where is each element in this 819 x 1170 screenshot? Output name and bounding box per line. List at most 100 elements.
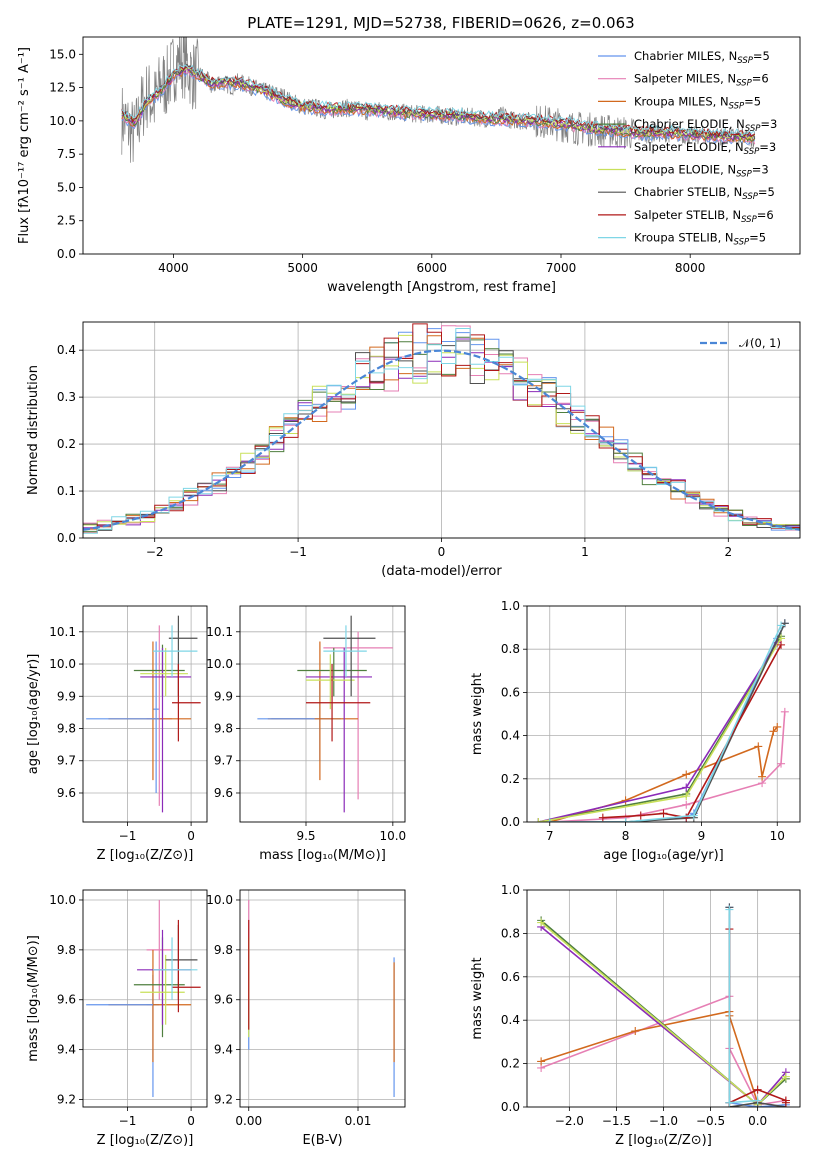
- legend-label-7: Salpeter STELIB, NSSP=6: [634, 208, 774, 225]
- weight_vs_age-marker-2-6: [773, 722, 782, 731]
- weight_vs_age-marker-2-4: [758, 772, 767, 781]
- weight_vs_Z-ytick-label-2: 0.4: [501, 1013, 520, 1027]
- weight_vs_age-marker-7-1: [636, 811, 645, 820]
- mass_vs_EBV-frame: [239, 889, 406, 1108]
- age_vs_Z-ytick-label-0: 9.6: [57, 786, 76, 800]
- age_vs_Z-ytick-label-2: 9.8: [57, 722, 76, 736]
- spectrum-xtick-label-3: 7000: [546, 261, 577, 275]
- figure-title: PLATE=1291, MJD=52738, FIBERID=0626, z=0…: [247, 14, 634, 32]
- weight_vs_age-marker-8-2: [689, 811, 698, 820]
- age_vs_mass-ytick-label-1: 9.7: [214, 754, 233, 768]
- residuals-ytick-label-3: 0.3: [57, 390, 76, 404]
- weight_vs_Z-plot-area: [537, 903, 790, 1107]
- residuals-ytick-label-4: 0.4: [57, 343, 76, 357]
- weight_vs_age-marker-8-3: [777, 621, 786, 630]
- residuals-panel: −2 −1 0 1 2 0.0 0.1 0.2 0.3 0.4 (data-model)/error…: [26, 321, 801, 579]
- legend-label-5: Kroupa ELODIE, NSSP=3: [634, 163, 769, 180]
- spectrum-ytick-label-6: 15.0: [49, 47, 76, 61]
- mass_vs_EBV-xtick-label-1: 0.01: [345, 1114, 372, 1128]
- age_vs_Z-ytick-label-1: 9.7: [57, 754, 76, 768]
- weight_vs_age-marker-8-0: [545, 818, 554, 822]
- mass_vs_Z-ytick-label-1: 9.4: [57, 1043, 76, 1057]
- residuals-ytick-label-1: 0.1: [57, 484, 76, 498]
- weight_vs_Z-marker-8-0: [725, 905, 734, 914]
- weight_vs_age-series-4: [538, 642, 778, 822]
- age_vs_mass-ytick-label-0: 9.6: [214, 786, 233, 800]
- age_vs_Z-ytick-label-4: 10.0: [49, 657, 76, 671]
- weight_vs_Z-frame: [526, 889, 801, 1108]
- weight_vs_age-series-7: [602, 644, 782, 819]
- weight_vs_age-xtick-label-2: 9: [698, 829, 706, 843]
- weight_vs_age-series-1: [549, 711, 786, 822]
- weight_vs_age-marker-7-2: [659, 809, 668, 818]
- weight_vs_age-marker-5-1: [682, 792, 691, 801]
- age_vs_mass-panel: 9.5 10.0 9.6 9.7 9.8 9.9 10.0 10.1 mass [log₁₀(M…: [206, 605, 406, 863]
- weight_vs_Z-series-2: [540, 1010, 759, 1103]
- spectrum-model-line-8: [121, 64, 755, 137]
- weight_vs_Z-marker-2-1: [631, 1027, 640, 1036]
- age_vs_mass-xtick-label-0: 9.5: [296, 829, 315, 843]
- residuals-legend-label: 𝒩(0, 1): [739, 336, 781, 350]
- residuals-xtick-label-3: 1: [581, 545, 589, 559]
- mass_vs_Z-plot-area: [86, 899, 201, 1098]
- spectrum-xtick-label-4: 8000: [675, 261, 706, 275]
- weight_vs_Z-ytick-label-4: 0.8: [501, 926, 520, 940]
- weight_vs_Z-ytick-label-1: 0.2: [501, 1057, 520, 1071]
- plots-layer: 4000 5000 6000 7000 80000.02.55.07.510.012.5…: [17, 36, 801, 1148]
- spectrum-xtick-label-0: 4000: [158, 261, 189, 275]
- weight_vs_age-plot-area: [534, 619, 789, 822]
- residuals-xlabel: (data-model)/error: [381, 564, 502, 579]
- weight_vs_Z-ytick-label-5: 1.0: [501, 883, 520, 897]
- age_vs_Z-ytick-label-5: 10.1: [49, 625, 76, 639]
- legend-label-4: Salpeter ELODIE, NSSP=3: [634, 140, 776, 157]
- weight_vs_age-ytick-label-2: 0.4: [501, 729, 520, 743]
- weight_vs_age-marker-1-4: [777, 759, 786, 768]
- spectrum-ylabel: Flux [fλ10⁻¹⁷ erg cm⁻² s⁻¹ A⁻¹]: [17, 47, 32, 244]
- spectrum-data-line: [121, 37, 756, 163]
- weight_vs_Z-ylabel: mass weight: [470, 957, 485, 1039]
- age_vs_Z-frame: [82, 605, 208, 823]
- weight_vs_age-marker-1-5: [780, 707, 789, 716]
- weight_vs_Z-marker-8-2: [753, 1096, 762, 1105]
- weight_vs_age-marker-2-5: [769, 727, 778, 736]
- weight_vs_age-ytick-label-4: 0.8: [501, 642, 520, 656]
- mass_vs_Z-xtick-label-1: 0: [187, 1114, 195, 1128]
- mass_vs_EBV-panel: 0.00 0.01 9.2 9.4 9.6 9.8 10.0 E(B-V): [206, 889, 406, 1148]
- weight_vs_Z-series-8: [728, 909, 758, 1104]
- spectrum-xtick-label-2: 6000: [417, 261, 448, 275]
- mass_vs_Z-ytick-label-3: 9.8: [57, 943, 76, 957]
- age_vs_mass-ytick-label-2: 9.8: [214, 722, 233, 736]
- weight_vs_age-xtick-label-3: 10: [770, 829, 785, 843]
- mass_vs_Z-panel: −1 0 9.2 9.4 9.6 9.8 10.0 Z [log₁₀(Z/Z⊙)] mass […: [26, 889, 208, 1148]
- weight_vs_age-ytick-label-0: 0.0: [501, 815, 520, 829]
- mass_vs_EBV-ytick-label-2: 9.6: [214, 993, 233, 1007]
- legend-label-3: Chabrier ELODIE, NSSP=3: [634, 117, 777, 134]
- weight_vs_Z-xtick-label-2: −1.0: [649, 1114, 678, 1128]
- weight_vs_Z-marker-5-2: [781, 1072, 790, 1081]
- weight_vs_age-marker-7-3: [682, 813, 691, 822]
- weight_vs_age-marker-2-3: [754, 742, 763, 751]
- mass_vs_EBV-xtick-label-0: 0.00: [235, 1114, 262, 1128]
- residuals-normal-curve: [83, 349, 800, 531]
- mass_vs_Z-xlabel: Z [log₁₀(Z/Z⊙)]: [97, 1133, 194, 1148]
- weight_vs_age-ytick-label-1: 0.2: [501, 772, 520, 786]
- residuals-xtick-label-1: −1: [289, 545, 307, 559]
- weight_vs_age-marker-7-4: [777, 640, 786, 649]
- age_vs_mass-ytick-label-5: 10.1: [206, 625, 233, 639]
- weight_vs_Z-ytick-label-3: 0.6: [501, 970, 520, 984]
- weight_vs_Z-marker-5-0: [537, 918, 546, 927]
- age_vs_Z-plot-area: [86, 615, 201, 813]
- legend-label-2: Kroupa MILES, NSSP=5: [634, 94, 761, 111]
- weight_vs_age-marker-5-0: [534, 818, 543, 822]
- weight_vs_age-frame: [526, 605, 801, 823]
- weight_vs_Z-marker-7-2: [753, 1085, 762, 1094]
- age_vs_mass-ytick-label-4: 10.0: [206, 657, 233, 671]
- residuals-plot-area: [83, 323, 800, 534]
- mass_vs_Z-ytick-label-0: 9.2: [57, 1093, 76, 1107]
- spectrum-ytick-label-3: 7.5: [57, 147, 76, 161]
- spectrum-ytick-label-5: 12.5: [49, 81, 76, 95]
- age_vs_Z-xlabel: Z [log₁₀(Z/Z⊙)]: [97, 848, 194, 863]
- weight_vs_age-marker-6-3: [780, 619, 789, 628]
- weight_vs_age-marker-1-2: [682, 800, 691, 809]
- age_vs_Z-ytick-label-3: 9.9: [57, 689, 76, 703]
